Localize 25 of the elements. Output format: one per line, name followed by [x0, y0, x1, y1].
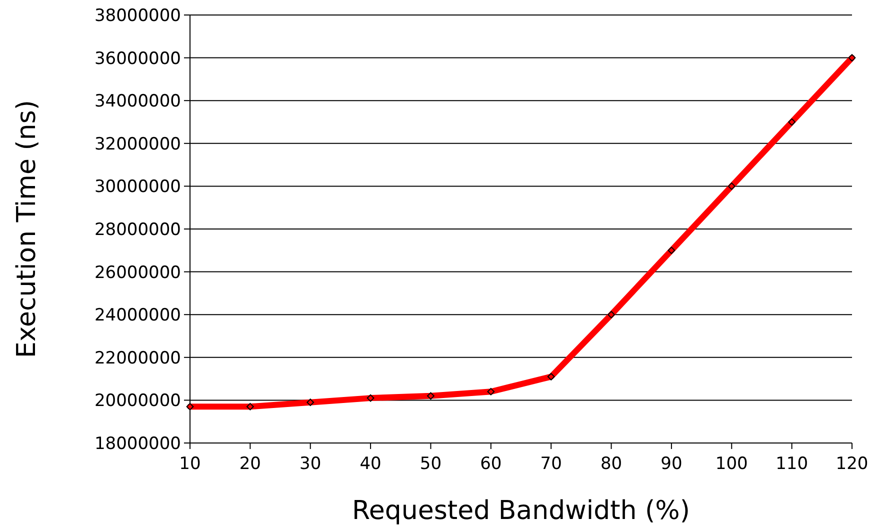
x-axis-title: Requested Bandwidth (%): [352, 496, 690, 526]
x-tick-label: 70: [540, 454, 562, 474]
y-tick-label: 38000000: [94, 6, 181, 26]
x-tick-label: 10: [179, 454, 201, 474]
y-tick-label: 24000000: [94, 306, 181, 326]
y-tick-label: 26000000: [94, 262, 181, 283]
y-tick-label: 20000000: [94, 391, 181, 412]
y-tick-label: 32000000: [94, 134, 181, 154]
x-tick-label: 80: [600, 454, 622, 474]
y-tick-label: 18000000: [94, 434, 181, 454]
x-tick-label: 90: [660, 454, 682, 474]
y-axis-title: Execution Time (ns): [12, 100, 42, 358]
y-tick-label: 28000000: [94, 220, 181, 240]
x-tick-label: 120: [836, 454, 868, 474]
y-tick-label: 34000000: [94, 92, 181, 112]
x-tick-label: 20: [239, 454, 261, 474]
y-tick-label: 30000000: [94, 177, 181, 198]
x-tick-label: 30: [300, 454, 322, 474]
x-tick-label: 40: [360, 454, 382, 474]
y-tick-label: 22000000: [94, 348, 181, 368]
x-tick-label: 50: [420, 454, 442, 474]
x-tick-label: 100: [715, 454, 748, 474]
x-tick-label: 110: [776, 454, 808, 474]
y-tick-label: 36000000: [94, 48, 181, 69]
x-tick-label: 60: [480, 454, 502, 474]
